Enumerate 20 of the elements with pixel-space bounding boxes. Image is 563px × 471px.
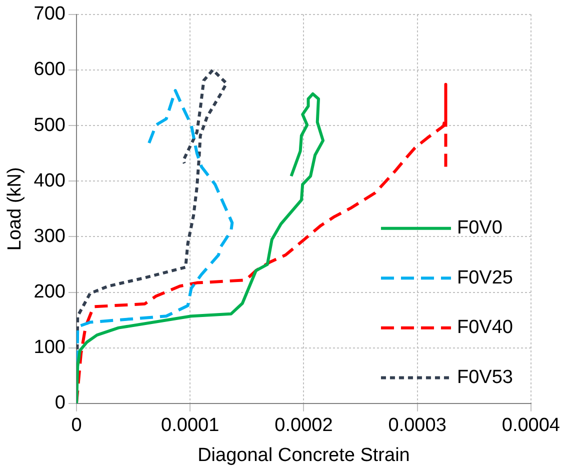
legend-label: F0V40 bbox=[456, 317, 513, 338]
x-tick-label: 0.0001 bbox=[161, 415, 220, 436]
y-tick-label: 700 bbox=[34, 4, 66, 25]
x-axis-title: Diagonal Concrete Strain bbox=[198, 444, 410, 466]
legend-label: F0V53 bbox=[456, 366, 513, 388]
x-tick-label: 0.0004 bbox=[502, 415, 560, 436]
legend-label: F0V25 bbox=[456, 267, 513, 288]
y-tick-label: 500 bbox=[34, 114, 66, 136]
y-tick-label: 600 bbox=[34, 59, 66, 80]
y-tick-label: 0 bbox=[54, 392, 66, 414]
y-tick-label: 100 bbox=[34, 337, 66, 358]
x-tick-label: 0.0003 bbox=[388, 415, 446, 436]
line-series bbox=[76, 82, 448, 404]
x-tick-label: 0 bbox=[71, 415, 82, 436]
y-tick-label: 200 bbox=[34, 281, 66, 302]
legend-label: F0V0 bbox=[456, 218, 502, 239]
y-axis-title: Load (kN) bbox=[4, 167, 26, 251]
x-tick-label: 0.0002 bbox=[274, 415, 333, 436]
y-tick-label: 300 bbox=[34, 226, 66, 247]
y-tick-label: 400 bbox=[34, 170, 66, 192]
